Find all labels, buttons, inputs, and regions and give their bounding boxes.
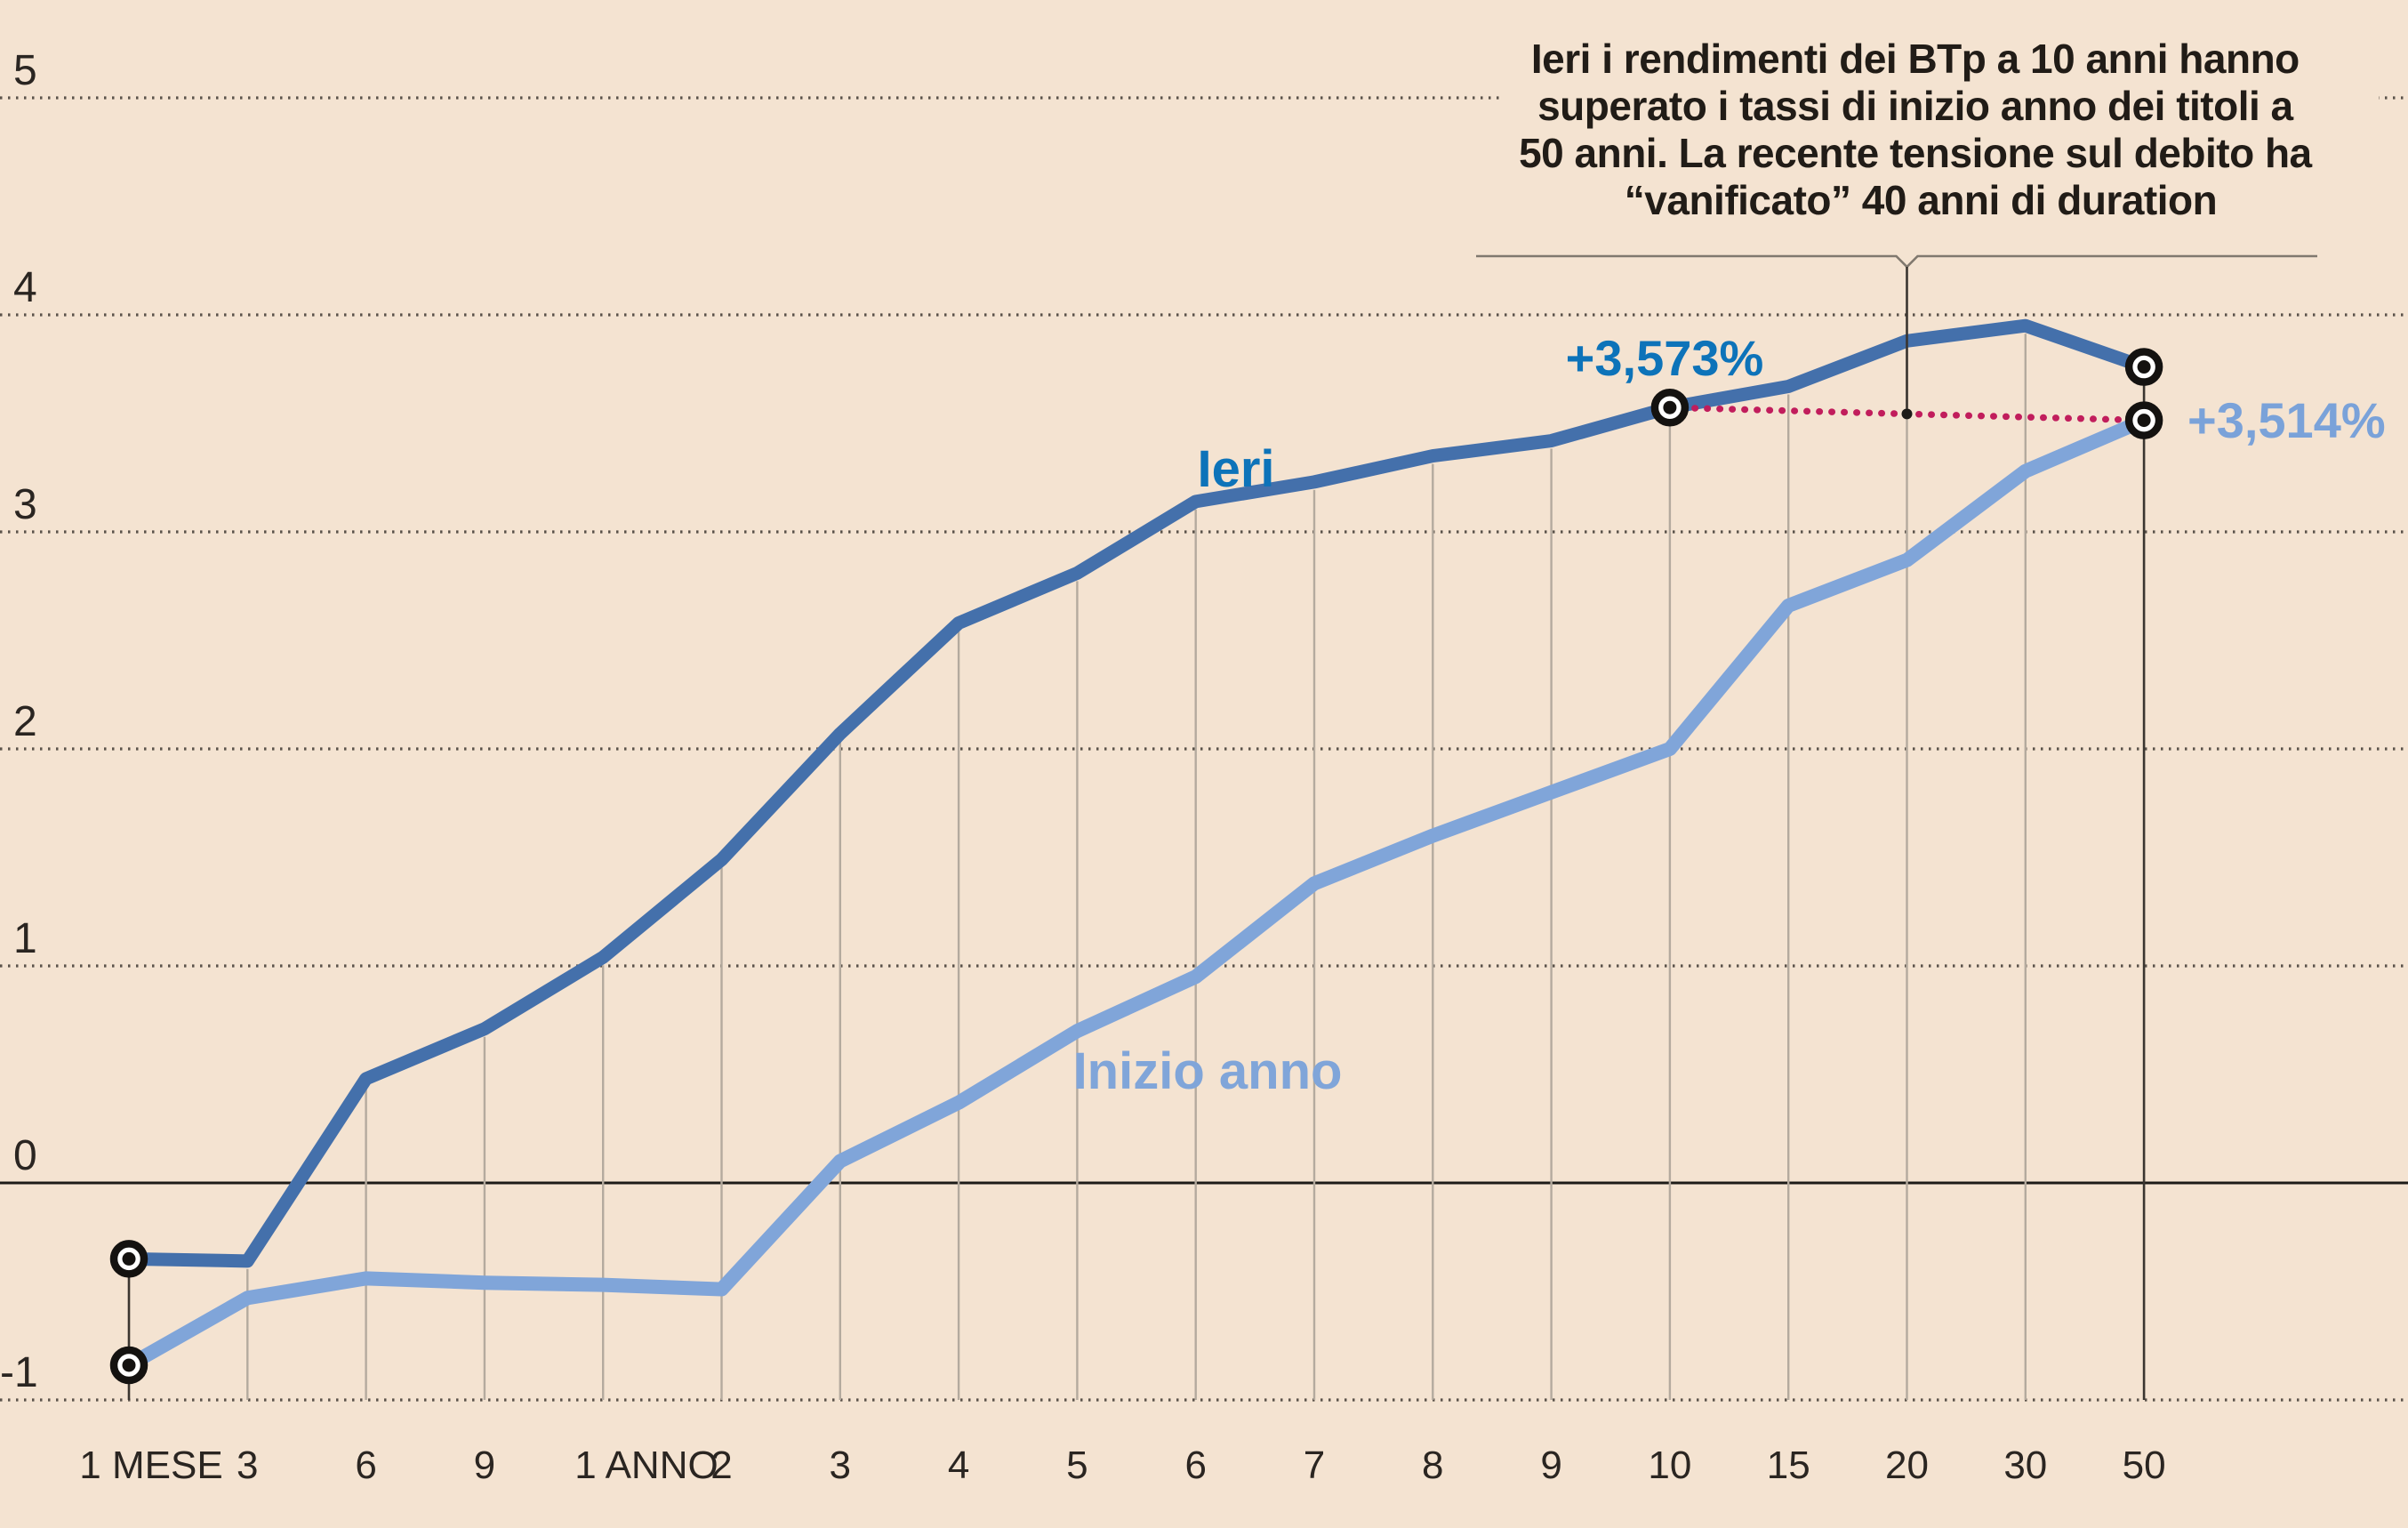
x-tick-label-30: 30 <box>2003 1444 2047 1487</box>
x-tick-label-1 MESE: 1 MESE <box>79 1444 222 1487</box>
x-tick-label-15: 15 <box>1767 1444 1810 1487</box>
x-tick-label-4: 4 <box>948 1444 969 1487</box>
annotation-text: Ieri i rendimenti dei BTp a 10 anni hann… <box>1519 36 2323 223</box>
annotation-pointer <box>1476 254 2317 420</box>
marker-dot <box>122 1358 136 1372</box>
annotation-line-1: Ieri i rendimenti dei BTp a 10 anni hann… <box>1531 36 2300 82</box>
series-curves <box>122 318 2152 1372</box>
x-tick-label-5: 5 <box>1066 1444 1088 1487</box>
annotation-line-3: 50 anni. La recente tensione sul debito … <box>1519 130 2312 176</box>
x-tick-label-9: 9 <box>474 1444 495 1487</box>
x-tick-label-7: 7 <box>1304 1444 1325 1487</box>
data-point-markers <box>109 348 2163 1385</box>
inizio-anno-curve <box>122 413 2152 1372</box>
x-tick-label-3: 3 <box>830 1444 851 1487</box>
series-label-ieri: Ieri <box>1197 440 1274 498</box>
y-tick-label-4: 4 <box>13 264 37 311</box>
y-tick-label-1: 1 <box>13 915 37 962</box>
vertical-gridlines <box>246 334 2027 1400</box>
value-label-inizio-50y: +3,514% <box>2187 392 2386 448</box>
x-tick-label-8: 8 <box>1422 1444 1443 1487</box>
y-tick-label-5: 5 <box>13 47 37 94</box>
x-tick-label-6: 6 <box>1184 1444 1206 1487</box>
annotation-pointer-dot <box>1901 408 1913 420</box>
x-tick-label-50: 50 <box>2123 1444 2166 1487</box>
marker-dot <box>2137 414 2151 428</box>
y-tick-label-0: 0 <box>13 1132 37 1179</box>
x-tick-label-2: 2 <box>710 1444 732 1487</box>
x-tick-label-9: 9 <box>1540 1444 1561 1487</box>
y-tick-label-2: 2 <box>13 698 37 745</box>
data-point-marker <box>109 1346 148 1385</box>
data-point-marker <box>109 1240 148 1278</box>
series-label-inizio-anno: Inizio anno <box>1073 1042 1343 1100</box>
value-label-ieri-10y: +3,573% <box>1566 330 1764 386</box>
y-tick-label-3: 3 <box>13 481 37 528</box>
data-point-marker <box>1650 388 1690 427</box>
ieri-curve <box>122 318 2151 1268</box>
annotation-line-4: “vanificato” 40 anni di duration <box>1625 177 2217 223</box>
data-point-marker <box>2124 348 2163 386</box>
horizontal-gridlines <box>0 96 2408 1402</box>
x-tick-label-20: 20 <box>1885 1444 1929 1487</box>
y-tick-label--1: -1 <box>0 1349 38 1396</box>
annotation-line-2: superato i tassi di inizio anno dei tito… <box>1537 83 2293 129</box>
annotation-background <box>1503 16 2379 237</box>
x-tick-label-3: 3 <box>237 1444 258 1487</box>
x-tick-label-6: 6 <box>355 1444 376 1487</box>
marker-dot <box>2137 360 2151 374</box>
x-tick-label-10: 10 <box>1648 1444 1691 1487</box>
marker-dot <box>1663 400 1677 414</box>
marker-dot <box>122 1251 136 1266</box>
x-tick-label-1 ANNO: 1 ANNO <box>574 1444 718 1487</box>
y-axis-labels: 5 4 3 2 1 0 -1 <box>0 47 38 1396</box>
data-point-marker <box>2124 401 2163 439</box>
